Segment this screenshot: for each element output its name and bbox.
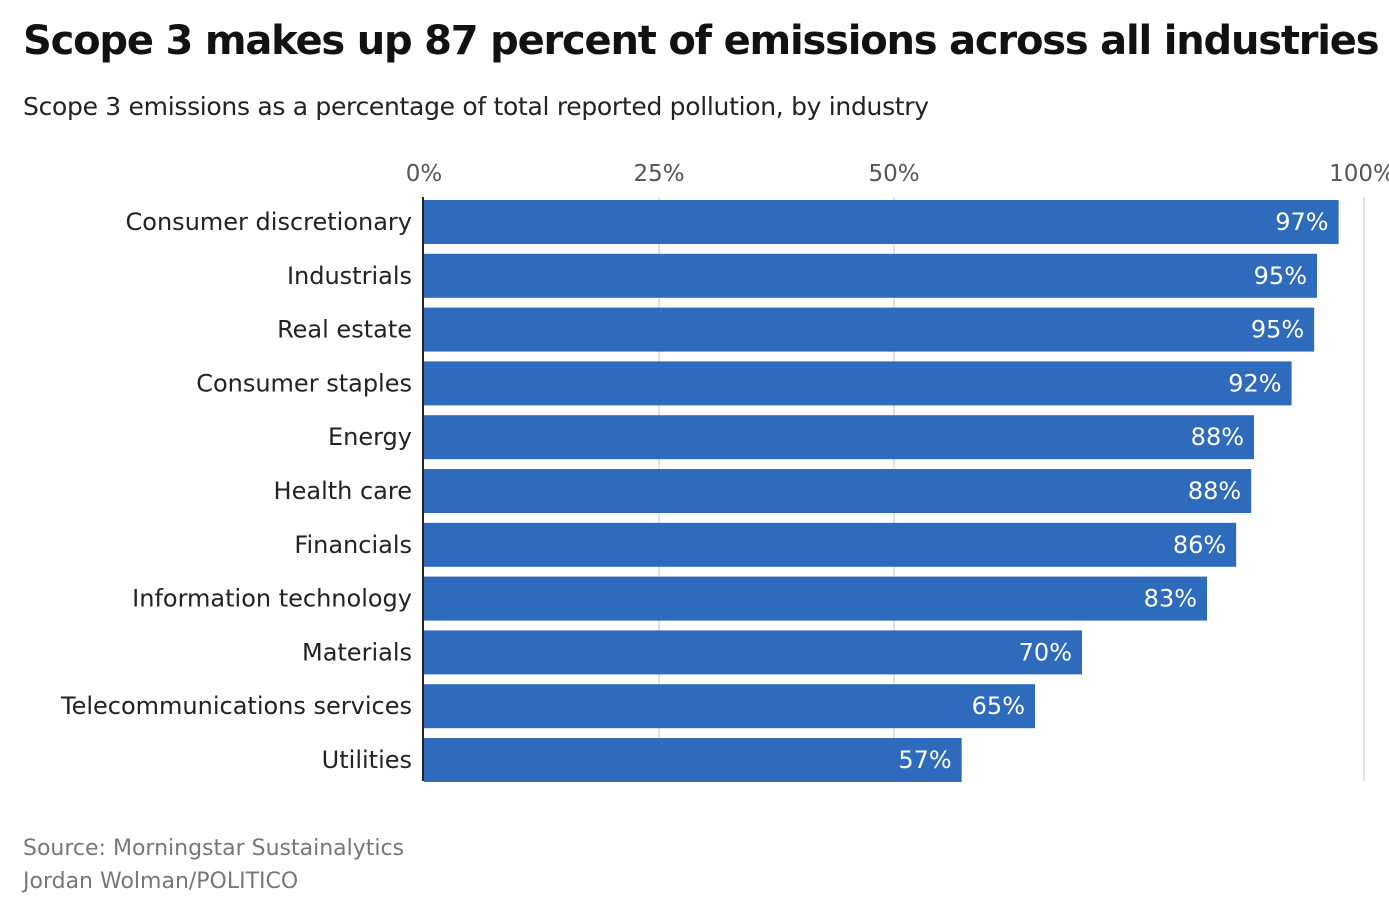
data-label: 92% bbox=[1228, 369, 1281, 397]
x-axis-ticks: 0% 25% 50% 100% bbox=[406, 161, 1389, 187]
x-tick-label: 0% bbox=[406, 161, 443, 187]
data-label: 97% bbox=[1275, 208, 1328, 236]
bar bbox=[424, 684, 1035, 729]
bar bbox=[424, 576, 1208, 621]
category-label: Industrials bbox=[287, 262, 412, 290]
x-tick-label: 100% bbox=[1329, 161, 1389, 187]
category-label: Financials bbox=[294, 531, 412, 559]
category-labels: Consumer discretionary Industrials Real es… bbox=[60, 208, 412, 774]
data-label: 65% bbox=[972, 692, 1025, 720]
bar bbox=[424, 253, 1317, 298]
category-label: Health care bbox=[274, 477, 412, 505]
chart-subtitle: Scope 3 emissions as a percentage of tot… bbox=[23, 92, 929, 121]
value-labels: 97% 95% 95% 92% 88% 88% 86% 83% 70% 65% 57% bbox=[898, 208, 1328, 774]
data-label: 95% bbox=[1251, 316, 1304, 344]
bar bbox=[424, 200, 1339, 244]
bars bbox=[424, 200, 1339, 782]
bar bbox=[424, 469, 1252, 513]
category-label: Consumer staples bbox=[196, 369, 412, 397]
category-label: Utilities bbox=[322, 746, 412, 774]
data-label: 86% bbox=[1173, 531, 1226, 559]
x-tick-label: 25% bbox=[633, 161, 684, 187]
bar bbox=[424, 415, 1255, 460]
category-label: Materials bbox=[302, 638, 412, 666]
data-label: 95% bbox=[1254, 262, 1307, 290]
credit-text: Jordan Wolman/POLITICO bbox=[23, 869, 299, 894]
data-label: 88% bbox=[1191, 423, 1244, 451]
data-label: 83% bbox=[1144, 585, 1197, 613]
bar bbox=[424, 361, 1292, 406]
source-text: Source: Morningstar Sustainalytics bbox=[23, 836, 405, 861]
x-tick-label: 50% bbox=[868, 161, 919, 187]
chart-title: Scope 3 makes up 87 percent of emissions… bbox=[23, 18, 1380, 64]
category-label: Consumer discretionary bbox=[126, 208, 412, 236]
category-label: Real estate bbox=[277, 316, 412, 344]
source-note: Source: Morningstar Sustainalytics Jorda… bbox=[23, 832, 404, 898]
bar bbox=[424, 738, 962, 782]
category-label: Information technology bbox=[132, 585, 412, 613]
bar bbox=[424, 522, 1237, 567]
bar bbox=[424, 630, 1082, 675]
data-label: 88% bbox=[1188, 477, 1241, 505]
category-label: Telecommunications services bbox=[60, 692, 412, 720]
category-label: Energy bbox=[328, 423, 412, 451]
data-label: 70% bbox=[1019, 638, 1072, 666]
bar bbox=[424, 307, 1315, 352]
data-label: 57% bbox=[898, 746, 951, 774]
